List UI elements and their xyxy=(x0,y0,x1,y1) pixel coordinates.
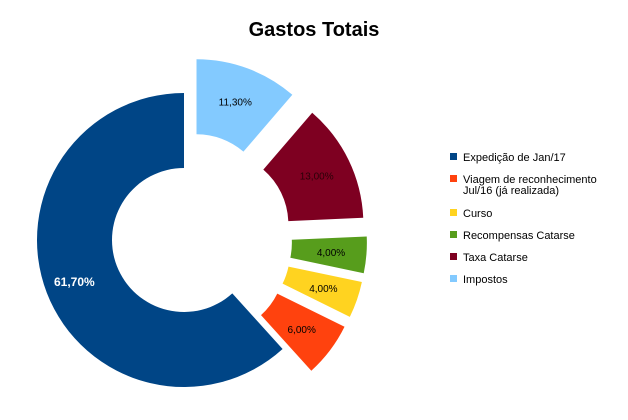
slice-label-curso: 4,00% xyxy=(309,284,337,295)
slice-taxa-catarse xyxy=(263,112,364,222)
chart-title: Gastos Totais xyxy=(249,19,380,41)
slice-label-recompensas-catarse: 4,00% xyxy=(317,248,345,259)
slice-label-expedicao-de-jan-17: 61,70% xyxy=(54,275,95,289)
legend-label-1: Expedição de Jan/17 xyxy=(463,152,566,164)
legend-label-2-line-1: Viagem de reconhecimento xyxy=(463,174,597,186)
legend-swatch-1 xyxy=(450,153,457,160)
legend-label-6: Impostos xyxy=(463,274,508,286)
legend-label-5: Taxa Catarse xyxy=(463,252,528,264)
slice-expedicao-de-jan-17 xyxy=(37,93,283,387)
slice-label-viagem-de-reconhecimento-jul-16-ja-realizada: 6,00% xyxy=(287,325,315,336)
slice-curso xyxy=(282,266,362,317)
slice-labels-group: 11,30% 13,00% 4,00% 4,00% 6,00% 61,70% xyxy=(54,98,345,336)
slices-group xyxy=(37,59,367,387)
legend: Expedição de Jan/17 Viagem de reconhecime… xyxy=(450,152,597,286)
slice-viagem-de-reconhecimento-jul-16-ja-realizada xyxy=(261,293,345,371)
slice-label-impostos: 11,30% xyxy=(219,98,252,109)
slice-impostos xyxy=(196,59,293,152)
legend-label-3: Curso xyxy=(463,208,492,220)
slice-label-taxa-catarse: 13,00% xyxy=(300,172,334,183)
legend-label-2-line-2: Jul/16 (já realizada) xyxy=(463,185,559,197)
slice-recompensas-catarse xyxy=(290,236,367,274)
legend-swatch-4 xyxy=(450,231,457,238)
legend-swatch-3 xyxy=(450,209,457,216)
legend-swatch-5 xyxy=(450,253,457,260)
legend-swatch-2 xyxy=(450,175,457,182)
legend-label-4: Recompensas Catarse xyxy=(463,230,575,242)
legend-swatch-6 xyxy=(450,275,457,282)
